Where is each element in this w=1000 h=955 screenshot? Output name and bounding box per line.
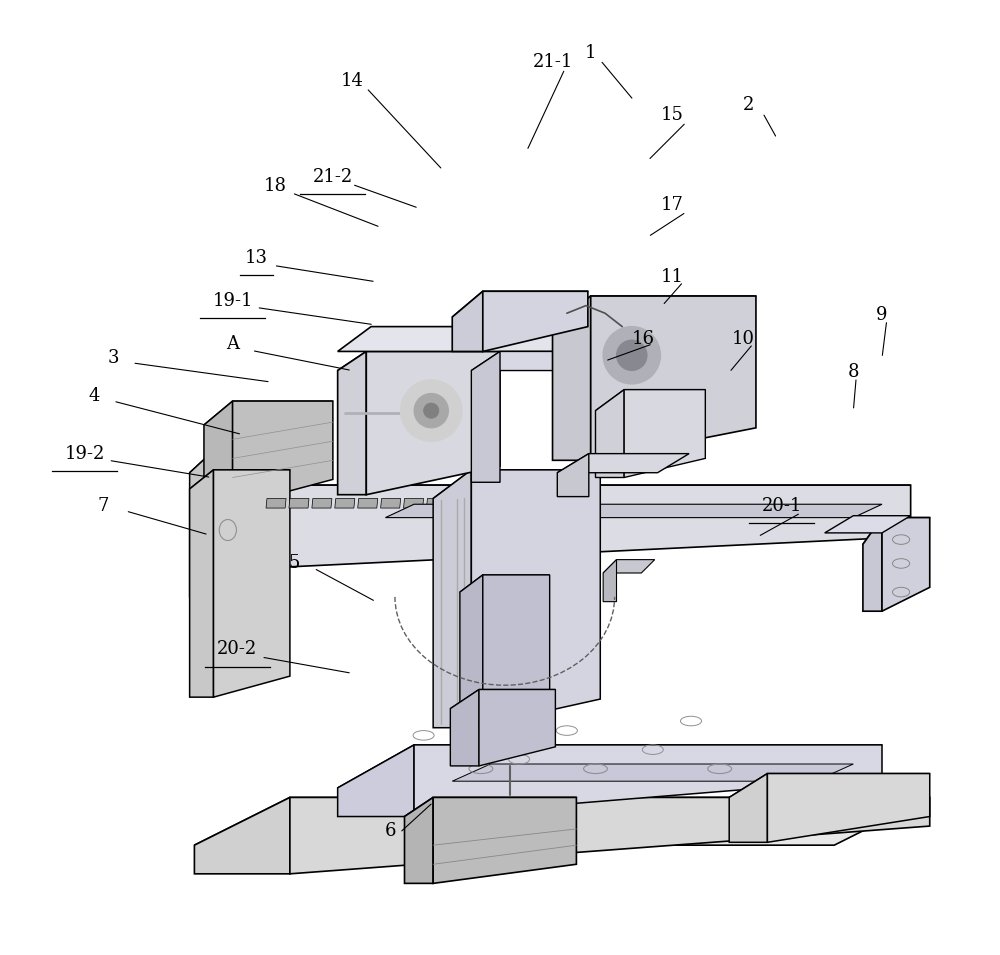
Polygon shape	[471, 351, 591, 371]
Polygon shape	[729, 774, 767, 842]
Circle shape	[617, 340, 647, 371]
Polygon shape	[213, 451, 261, 597]
Circle shape	[603, 327, 660, 384]
Text: 4: 4	[88, 388, 100, 405]
Polygon shape	[553, 296, 756, 325]
Text: 17: 17	[660, 197, 683, 214]
Polygon shape	[452, 291, 588, 317]
Polygon shape	[404, 797, 433, 883]
Polygon shape	[204, 401, 233, 506]
Polygon shape	[863, 518, 882, 611]
Polygon shape	[433, 797, 576, 883]
Polygon shape	[450, 690, 555, 709]
Polygon shape	[426, 499, 447, 508]
Polygon shape	[414, 745, 882, 817]
Polygon shape	[596, 390, 624, 478]
Polygon shape	[190, 470, 290, 489]
Polygon shape	[471, 470, 600, 728]
Text: 11: 11	[660, 268, 683, 286]
Text: 18: 18	[264, 178, 287, 195]
Polygon shape	[338, 351, 500, 371]
Polygon shape	[472, 499, 492, 508]
Polygon shape	[381, 499, 401, 508]
Polygon shape	[338, 745, 414, 817]
Polygon shape	[483, 291, 588, 351]
Polygon shape	[404, 797, 576, 817]
Polygon shape	[603, 560, 655, 573]
Text: 21-2: 21-2	[313, 168, 353, 185]
Polygon shape	[624, 390, 705, 478]
Polygon shape	[449, 499, 469, 508]
Text: 9: 9	[876, 307, 888, 324]
Polygon shape	[190, 451, 213, 597]
Polygon shape	[767, 774, 930, 842]
Polygon shape	[452, 764, 853, 781]
Polygon shape	[557, 454, 689, 473]
Polygon shape	[603, 560, 617, 602]
Polygon shape	[204, 401, 333, 425]
Polygon shape	[190, 451, 261, 473]
Polygon shape	[553, 296, 591, 460]
Polygon shape	[729, 774, 930, 797]
Polygon shape	[385, 504, 882, 518]
Polygon shape	[404, 499, 424, 508]
Polygon shape	[825, 516, 911, 533]
Polygon shape	[266, 499, 286, 508]
Polygon shape	[863, 518, 930, 544]
Polygon shape	[471, 351, 500, 482]
Polygon shape	[190, 470, 213, 697]
Polygon shape	[460, 575, 483, 724]
Text: 6: 6	[384, 822, 396, 839]
Text: 19-2: 19-2	[64, 445, 105, 462]
Polygon shape	[213, 485, 261, 568]
Polygon shape	[433, 470, 471, 728]
Polygon shape	[213, 470, 290, 697]
Text: 15: 15	[660, 106, 683, 123]
Text: 5: 5	[289, 555, 300, 572]
Polygon shape	[290, 797, 930, 874]
Text: 13: 13	[245, 249, 268, 266]
Polygon shape	[452, 291, 483, 351]
Text: 7: 7	[98, 498, 109, 515]
Polygon shape	[358, 499, 378, 508]
Polygon shape	[233, 401, 333, 506]
Polygon shape	[433, 470, 600, 499]
Polygon shape	[194, 797, 290, 874]
Polygon shape	[479, 690, 555, 766]
Text: 16: 16	[632, 330, 655, 348]
Text: 3: 3	[107, 350, 119, 367]
Polygon shape	[591, 296, 756, 460]
Text: 20-1: 20-1	[762, 498, 802, 515]
Polygon shape	[213, 485, 911, 516]
Polygon shape	[194, 797, 930, 845]
Text: 2: 2	[743, 96, 754, 114]
Text: 8: 8	[848, 364, 859, 381]
Polygon shape	[338, 351, 366, 495]
Polygon shape	[261, 485, 911, 568]
Text: 20-2: 20-2	[217, 641, 258, 658]
Circle shape	[424, 403, 439, 418]
Polygon shape	[483, 575, 550, 724]
Text: 21-1: 21-1	[532, 53, 573, 71]
Circle shape	[401, 380, 462, 441]
Polygon shape	[289, 499, 309, 508]
Text: 10: 10	[732, 330, 755, 348]
Polygon shape	[596, 390, 705, 411]
Polygon shape	[338, 745, 882, 788]
Polygon shape	[338, 327, 586, 351]
Text: A: A	[226, 335, 239, 352]
Text: 19-1: 19-1	[212, 292, 253, 309]
Polygon shape	[312, 499, 332, 508]
Polygon shape	[460, 575, 550, 592]
Polygon shape	[557, 454, 589, 497]
Polygon shape	[450, 690, 479, 766]
Polygon shape	[882, 518, 930, 611]
Polygon shape	[366, 351, 500, 495]
Circle shape	[414, 393, 448, 428]
Text: 14: 14	[341, 73, 363, 90]
Polygon shape	[335, 499, 355, 508]
Text: 1: 1	[585, 44, 596, 61]
